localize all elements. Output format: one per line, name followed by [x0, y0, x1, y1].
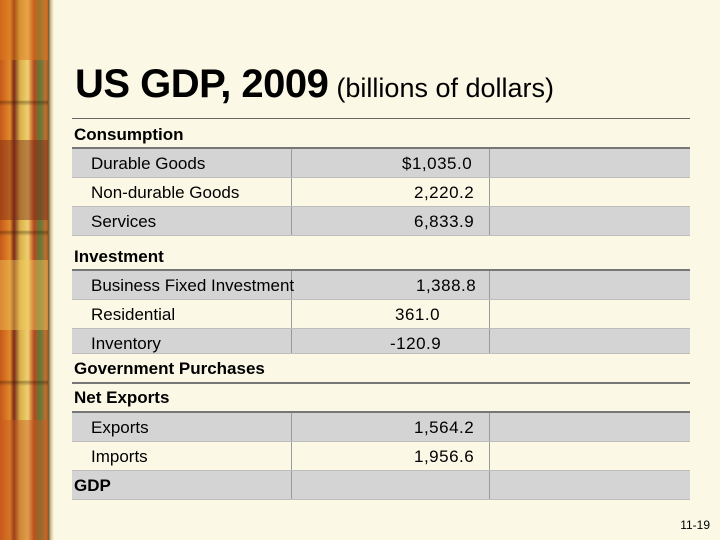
item-value: 1,564.2: [414, 418, 475, 437]
item-label: Business Fixed Investment: [91, 276, 295, 295]
table-row: Business Fixed Investment 1,388.8: [72, 271, 690, 300]
item-value: 361.0: [395, 305, 441, 324]
item-label: Services: [91, 212, 157, 231]
title-rule: [72, 118, 690, 119]
border-edge: [48, 0, 54, 540]
table-row-net-exports: Net Exports: [72, 384, 690, 413]
item-value: -120.9: [390, 334, 442, 353]
table-row: Inventory -120.9: [72, 329, 690, 354]
table-row: Exports 1,564.2: [72, 413, 690, 442]
table-row-gdp: GDP: [72, 471, 690, 500]
item-value: 1,388.8: [416, 276, 477, 295]
item-value: $1,035.0: [402, 154, 473, 173]
title-subtitle: (billions of dollars): [336, 73, 555, 103]
item-label: Exports: [91, 418, 149, 437]
slide-title: US GDP, 2009 (billions of dollars): [75, 62, 554, 107]
table-row-consumption: Consumption: [72, 120, 690, 149]
table-row: Durable Goods $1,035.0: [72, 149, 690, 178]
table-row-investment: Investment: [72, 242, 690, 271]
category-label: Government Purchases: [74, 359, 265, 378]
table-row: Imports 1,956.6: [72, 442, 690, 471]
table-row-government-purchases: Government Purchases: [72, 355, 690, 384]
title-main: US GDP, 2009: [75, 62, 329, 106]
item-value: 2,220.2: [414, 183, 475, 202]
category-label: Net Exports: [74, 388, 170, 407]
item-value: 1,956.6: [414, 447, 475, 466]
table-row: Services 6,833.9: [72, 207, 690, 236]
item-label: Residential: [91, 305, 176, 324]
item-label: Inventory: [91, 334, 161, 353]
item-label: Durable Goods: [91, 154, 206, 173]
item-label: Non-durable Goods: [91, 183, 240, 202]
table-row: Non-durable Goods 2,220.2: [72, 178, 690, 207]
stained-glass-border: [0, 0, 50, 540]
category-label: Investment: [74, 247, 164, 266]
category-label: GDP: [74, 476, 111, 495]
category-label: Consumption: [74, 125, 184, 144]
table-row: Residential 361.0: [72, 300, 690, 329]
page-number: 11-19: [680, 518, 710, 532]
item-label: Imports: [91, 447, 148, 466]
item-value: 6,833.9: [414, 212, 475, 231]
